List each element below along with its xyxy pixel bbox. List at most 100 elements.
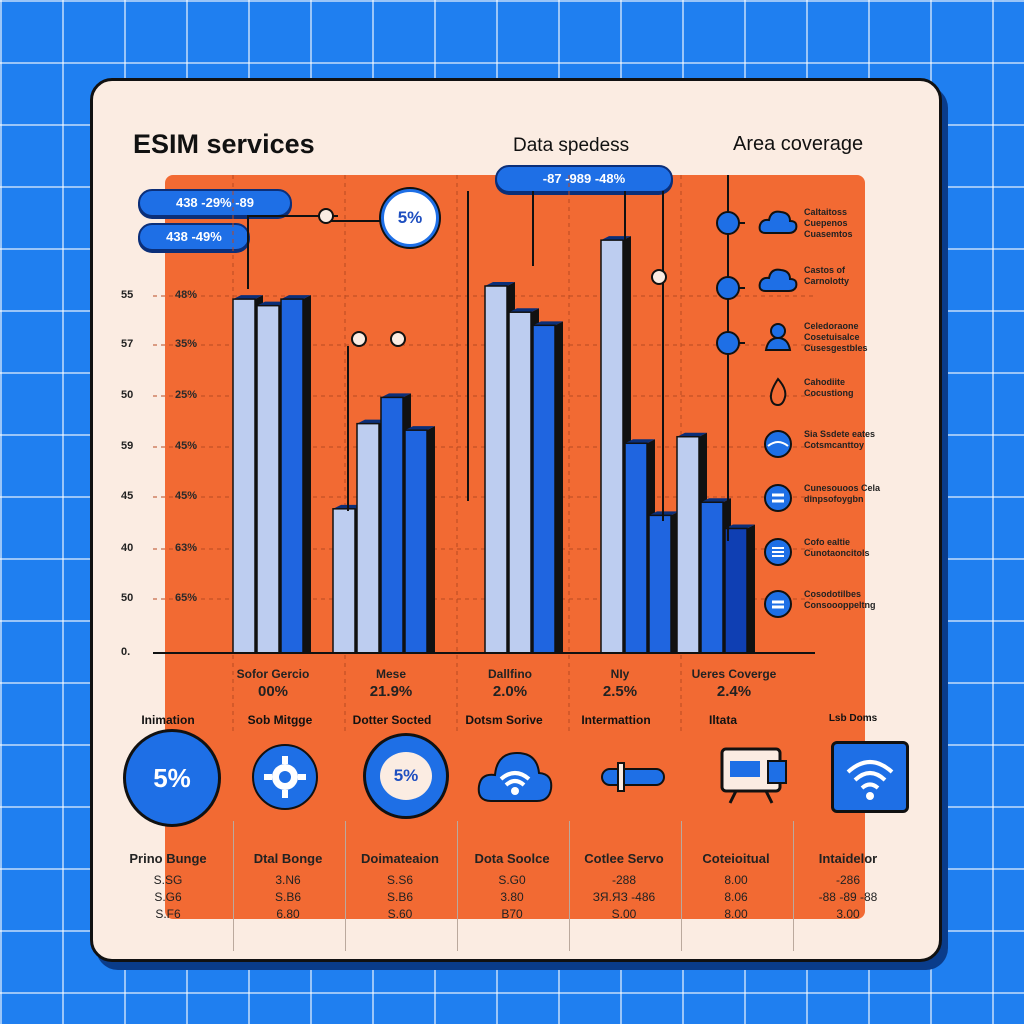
info-label: Intermattion <box>581 713 651 727</box>
y-percent-label: 45% <box>175 440 198 452</box>
wifi-cloud-icon <box>475 741 555 816</box>
table-header: Coteioitual <box>702 851 770 866</box>
connector-node <box>318 208 334 224</box>
person-icon <box>758 321 798 356</box>
small-percent-value: 5% <box>380 752 432 800</box>
bar-top <box>233 295 263 300</box>
gear-icon <box>245 737 325 822</box>
bar-top <box>601 236 631 241</box>
table-divider <box>569 821 570 951</box>
table-column: Coteioitual 8.00 8.06 8.00 <box>681 851 791 923</box>
table-cell: S.F6 <box>155 907 181 921</box>
table-divider <box>233 821 234 951</box>
table-divider <box>345 821 346 951</box>
cloud-icon <box>758 265 798 300</box>
small-percent-badge: 5% <box>363 733 449 819</box>
category-name: Sofor Gercio <box>236 667 310 681</box>
category-name: Ueres Coverge <box>691 667 777 681</box>
table-header: Doimateaion <box>360 851 439 866</box>
table-divider <box>457 821 458 951</box>
infographic-card: ESIM services Data spedess Area coverage… <box>90 78 942 962</box>
bar <box>232 298 256 654</box>
bar <box>624 442 648 654</box>
coverage-item-text: Caltaitoss Cuepenos Cuasemtos <box>804 207 853 239</box>
info-label: Lsb Doms <box>828 713 878 724</box>
connector-node <box>716 331 740 355</box>
bar <box>332 508 356 654</box>
cloud-icon <box>758 207 798 242</box>
coverage-item-text: Sia Ssdete eates Cotsmcanttoy <box>804 429 876 450</box>
category-label: NIy 2.5% <box>565 667 675 700</box>
info-label: Dotter Socted <box>352 713 432 727</box>
coverage-item-text: Cahodiite Cocustiong <box>804 377 854 398</box>
table-cell: S.B6 <box>274 890 301 904</box>
table-header: Dtal Bonge <box>253 851 323 866</box>
category-label: Sofor Gercio 00% <box>218 667 328 700</box>
table-divider <box>793 821 794 951</box>
category-label: Mese 21.9% <box>336 667 446 700</box>
table-cell: S.G0 <box>498 873 526 887</box>
table-column: Doimateaion S.S6 S.B6 S.60 <box>345 851 455 923</box>
bar-side <box>747 524 755 653</box>
wifi-icon <box>831 741 909 813</box>
bar <box>280 298 304 654</box>
bar-top <box>533 321 563 326</box>
y-percent-label: 63% <box>175 542 198 554</box>
bar <box>484 285 508 654</box>
table-column: Prino Bunge S.SG S.G6 S.F6 <box>113 851 223 923</box>
coverage-item-text: Castos of Carnolotty <box>804 265 849 286</box>
table-header: Dota Soolce <box>474 851 550 866</box>
info-percent-circle: 5% <box>123 729 221 827</box>
y-percent-label: 48% <box>175 289 198 301</box>
bar <box>404 429 428 654</box>
stat-pill-2: 438 -49% <box>138 223 250 251</box>
bar-top <box>257 301 287 306</box>
table-column: Intaidelor -286 -88 -89 -88 3.00 <box>793 851 903 923</box>
connector-node <box>351 331 367 347</box>
bar-top <box>625 439 655 444</box>
bar-side <box>427 426 435 653</box>
table-column: Dota Soolce S.G0 3.80 B70 <box>457 851 567 923</box>
table-divider <box>681 821 682 951</box>
bar-top <box>281 295 311 300</box>
category-label: Dallfino 2.0% <box>455 667 565 700</box>
table-cell: 8.06 <box>724 890 748 904</box>
y-percent-label: 45% <box>175 490 198 502</box>
bar-top <box>485 282 515 286</box>
category-name: NIy <box>610 667 630 681</box>
bar-top <box>357 419 387 424</box>
bar <box>508 311 532 654</box>
link-icon <box>758 537 798 572</box>
info-label: Dotsm Sorive <box>465 713 543 727</box>
globe-icon <box>758 429 798 464</box>
header-data-speeds: Data spedess <box>513 135 630 156</box>
table-header: Prino Bunge <box>129 851 207 866</box>
bar <box>648 514 672 654</box>
table-column: Cotlee Servo -288 ЗЯ.ЯЗ -486 S.00 <box>569 851 679 923</box>
category-value: 21.9% <box>369 683 413 700</box>
bar-top <box>725 524 755 529</box>
y-tick-label: 55 <box>121 289 134 301</box>
table-cell: -88 -89 -88 <box>818 890 878 904</box>
y-percent-label: 25% <box>175 389 198 401</box>
bar <box>380 396 404 654</box>
table-cell: S.G6 <box>154 890 182 904</box>
bar-side <box>555 321 563 653</box>
bar-top <box>405 426 435 431</box>
connector-node <box>390 331 406 347</box>
connector-node <box>651 269 667 285</box>
table-cell: 3.N6 <box>275 873 301 887</box>
coverage-item-text: Cofo ealtie Cunotaoncitols <box>804 537 870 558</box>
y-percent-label: 65% <box>175 592 198 604</box>
bar <box>676 435 700 654</box>
coverage-item: Castos of Carnolotty <box>758 265 884 300</box>
coverage-item: Sia Ssdete eates Cotsmcanttoy <box>758 429 884 464</box>
table-cell: 6.80 <box>276 907 300 921</box>
table-cell: S.S6 <box>386 873 413 887</box>
y-tick-label: 50 <box>121 592 134 604</box>
table-cell: 3.00 <box>836 907 860 921</box>
monitor-icon <box>718 743 790 812</box>
table-cell: -288 <box>611 873 637 887</box>
table-cell: -286 <box>835 873 861 887</box>
coverage-item: Cahodiite Cocustiong <box>758 377 884 412</box>
